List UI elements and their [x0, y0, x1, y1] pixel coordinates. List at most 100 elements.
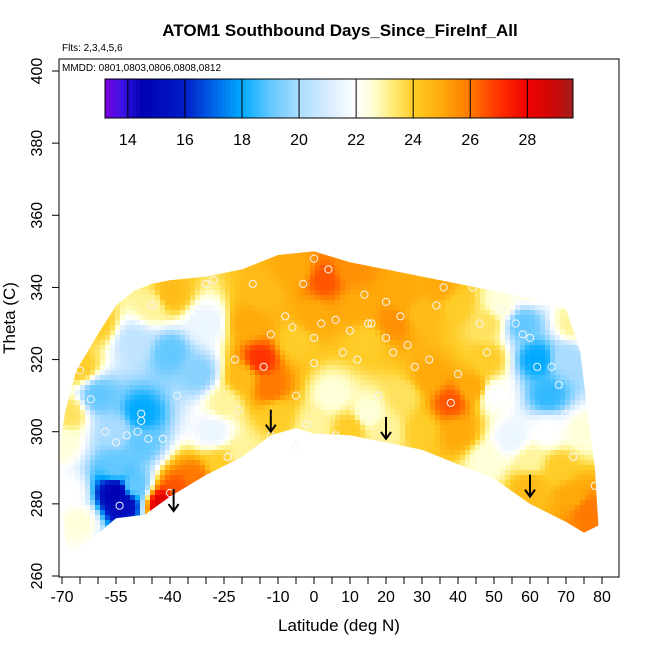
heatmap-cell: [105, 350, 111, 356]
heatmap-cell: [80, 330, 86, 336]
heatmap-cell: [110, 325, 116, 331]
heatmap-cell: [150, 230, 156, 236]
heatmap-cell: [205, 280, 211, 286]
heatmap-cell: [305, 285, 311, 291]
heatmap-cell: [200, 485, 206, 491]
heatmap-cell: [405, 510, 411, 516]
heatmap-cell: [205, 520, 211, 526]
heatmap-cell: [125, 415, 131, 421]
heatmap-cell: [95, 415, 101, 421]
heatmap-cell: [80, 295, 86, 301]
heatmap-cell: [435, 335, 441, 341]
heatmap-cell: [175, 375, 181, 381]
heatmap-cell: [305, 420, 311, 426]
heatmap-cell: [280, 530, 286, 536]
heatmap-cell: [120, 530, 126, 536]
heatmap-cell: [140, 360, 146, 366]
heatmap-cell: [420, 480, 426, 486]
heatmap-cell: [255, 370, 261, 376]
heatmap-cell: [320, 235, 326, 241]
heatmap-cell: [365, 435, 371, 441]
heatmap-cell: [205, 365, 211, 371]
heatmap-cell: [75, 375, 81, 381]
heatmap-cell: [150, 300, 156, 306]
heatmap-cell: [210, 390, 216, 396]
heatmap-cell: [185, 310, 191, 316]
heatmap-cell: [235, 380, 241, 386]
heatmap-cell: [405, 445, 411, 451]
heatmap-cell: [235, 510, 241, 516]
heatmap-cell: [370, 550, 376, 555]
heatmap-cell: [210, 555, 216, 561]
heatmap-cell: [425, 430, 431, 436]
heatmap-cell: [260, 410, 266, 416]
heatmap-cell: [200, 550, 206, 555]
heatmap-cell: [160, 460, 166, 466]
heatmap-cell: [425, 251, 431, 256]
heatmap-cell: [385, 495, 391, 501]
heatmap-cell: [220, 285, 226, 291]
heatmap-cell: [400, 485, 406, 491]
heatmap-cell: [170, 260, 176, 266]
heatmap-cell: [325, 390, 331, 396]
heatmap-cell: [405, 400, 411, 406]
heatmap-cell: [90, 295, 96, 301]
heatmap-cell: [145, 400, 151, 406]
heatmap-cell: [195, 340, 201, 346]
heatmap-cell: [160, 525, 166, 531]
heatmap-cell: [245, 285, 251, 291]
heatmap-cell: [350, 260, 356, 266]
heatmap-cell: [215, 335, 221, 341]
heatmap-cell: [65, 335, 71, 341]
heatmap-cell: [395, 265, 401, 271]
heatmap-cell: [420, 495, 426, 501]
heatmap-cell: [365, 460, 371, 466]
heatmap-cell: [120, 285, 126, 291]
heatmap-cell: [310, 550, 316, 555]
heatmap-cell: [90, 415, 96, 421]
heatmap-cell: [270, 290, 276, 296]
heatmap-cell: [300, 510, 306, 516]
heatmap-cell: [165, 240, 171, 246]
heatmap-cell: [180, 315, 186, 321]
heatmap-cell: [260, 270, 266, 276]
heatmap-cell: [155, 475, 161, 481]
heatmap-cell: [130, 355, 136, 361]
heatmap-cell: [85, 460, 91, 466]
heatmap-cell: [120, 230, 126, 236]
heatmap-cell: [125, 355, 131, 361]
heatmap-cell: [90, 535, 96, 541]
heatmap-cell: [330, 380, 336, 386]
heatmap-cell: [360, 465, 366, 471]
heatmap-cell: [165, 430, 171, 436]
heatmap-cell: [390, 251, 396, 256]
heatmap-cell: [90, 255, 96, 261]
heatmap-cell: [145, 285, 151, 291]
heatmap-cell: [110, 490, 116, 496]
heatmap-cell: [160, 435, 166, 441]
heatmap-cell: [115, 345, 121, 351]
heatmap-cell: [120, 395, 126, 401]
heatmap-cell: [145, 365, 151, 371]
heatmap-cell: [305, 550, 311, 555]
heatmap-cell: [400, 455, 406, 461]
heatmap-cell: [100, 335, 106, 341]
heatmap-cell: [130, 470, 136, 476]
heatmap-cell: [195, 285, 201, 291]
heatmap-cell: [315, 475, 321, 481]
heatmap-cell: [355, 400, 361, 406]
heatmap-cell: [365, 390, 371, 396]
heatmap-cell: [255, 345, 261, 351]
heatmap-cell: [250, 335, 256, 341]
heatmap-cell: [225, 425, 231, 431]
heatmap-cell: [215, 485, 221, 491]
heatmap-cell: [310, 430, 316, 436]
heatmap-cell: [175, 485, 181, 491]
heatmap-cell: [365, 495, 371, 501]
heatmap-cell: [400, 500, 406, 506]
heatmap-cell: [425, 465, 431, 471]
heatmap-cell: [425, 355, 431, 361]
heatmap-cell: [95, 380, 101, 386]
heatmap-cell: [405, 310, 411, 316]
heatmap-cell: [130, 425, 136, 431]
